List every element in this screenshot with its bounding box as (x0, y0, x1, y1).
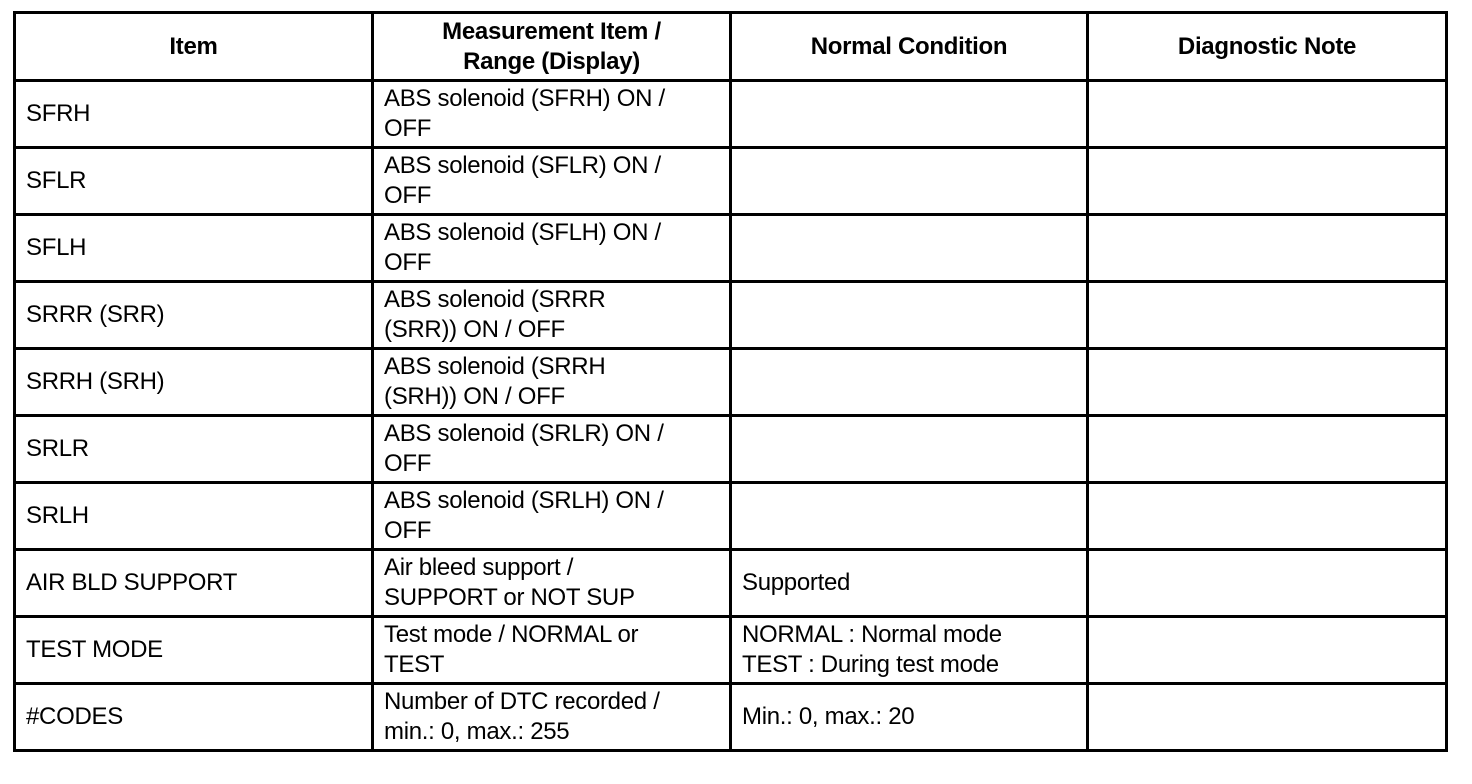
table-row: AIR BLD SUPPORT Air bleed support / SUPPO… (13, 548, 1448, 618)
normal-condition-cell (729, 280, 1089, 350)
normal-condition-cell (729, 146, 1089, 216)
table-row: SRRR (SRR) ABS solenoid (SRRR (SRR)) ON /… (13, 280, 1448, 350)
normal-condition-cell (729, 213, 1089, 283)
table-row: #CODES Number of DTC recorded / min.: 0, … (13, 682, 1448, 752)
measurement-cell: ABS solenoid (SFRH) ON / OFF (371, 79, 732, 149)
item-cell: AIR BLD SUPPORT (13, 548, 374, 618)
table-row: SFRH ABS solenoid (SFRH) ON / OFF (13, 79, 1448, 149)
diagnostic-note-cell (1086, 481, 1448, 551)
measurement-cell: Air bleed support / SUPPORT or NOT SUP (371, 548, 732, 618)
diagnostic-note-cell (1086, 146, 1448, 216)
item-cell: #CODES (13, 682, 374, 752)
item-cell: SRRH (SRH) (13, 347, 374, 417)
measurement-cell: ABS solenoid (SRLR) ON / OFF (371, 414, 732, 484)
measurement-cell: Test mode / NORMAL or TEST (371, 615, 732, 685)
measurement-cell: Number of DTC recorded / min.: 0, max.: … (371, 682, 732, 752)
normal-condition-cell: NORMAL : Normal mode TEST : During test … (729, 615, 1089, 685)
normal-condition-cell: Min.: 0, max.: 20 (729, 682, 1089, 752)
header-normal-condition: Normal Condition (729, 11, 1089, 82)
item-cell: SFRH (13, 79, 374, 149)
item-cell: TEST MODE (13, 615, 374, 685)
diagnostic-note-cell (1086, 682, 1448, 752)
item-cell: SFLR (13, 146, 374, 216)
measurement-cell: ABS solenoid (SRRR (SRR)) ON / OFF (371, 280, 732, 350)
header-diagnostic-note: Diagnostic Note (1086, 11, 1448, 82)
table-row: SRLR ABS solenoid (SRLR) ON / OFF (13, 414, 1448, 484)
normal-condition-cell (729, 481, 1089, 551)
header-row: Item Measurement Item / Range (Display) … (13, 11, 1448, 82)
normal-condition-cell: Supported (729, 548, 1089, 618)
table-row: TEST MODE Test mode / NORMAL or TEST NORMA… (13, 615, 1448, 685)
table-row: SFLR ABS solenoid (SFLR) ON / OFF (13, 146, 1448, 216)
diagnostic-note-cell (1086, 79, 1448, 149)
diagnostic-note-cell (1086, 213, 1448, 283)
item-cell: SFLH (13, 213, 374, 283)
header-measurement-item: Measurement Item / Range (Display) (371, 11, 732, 82)
diagnostic-note-cell (1086, 280, 1448, 350)
header-item: Item (13, 11, 374, 82)
normal-condition-cell (729, 347, 1089, 417)
diagnostic-data-table: Item Measurement Item / Range (Display) … (13, 11, 1448, 752)
measurement-cell: ABS solenoid (SRRH (SRH)) ON / OFF (371, 347, 732, 417)
table-row: SFLH ABS solenoid (SFLH) ON / OFF (13, 213, 1448, 283)
diagnostic-note-cell (1086, 414, 1448, 484)
normal-condition-cell (729, 414, 1089, 484)
item-cell: SRLR (13, 414, 374, 484)
table-row: SRRH (SRH) ABS solenoid (SRRH (SRH)) ON /… (13, 347, 1448, 417)
normal-condition-cell (729, 79, 1089, 149)
diagnostic-note-cell (1086, 615, 1448, 685)
item-cell: SRRR (SRR) (13, 280, 374, 350)
measurement-cell: ABS solenoid (SRLH) ON / OFF (371, 481, 732, 551)
diagnostic-note-cell (1086, 347, 1448, 417)
measurement-cell: ABS solenoid (SFLH) ON / OFF (371, 213, 732, 283)
measurement-cell: ABS solenoid (SFLR) ON / OFF (371, 146, 732, 216)
item-cell: SRLH (13, 481, 374, 551)
diagnostic-note-cell (1086, 548, 1448, 618)
table-row: SRLH ABS solenoid (SRLH) ON / OFF (13, 481, 1448, 551)
